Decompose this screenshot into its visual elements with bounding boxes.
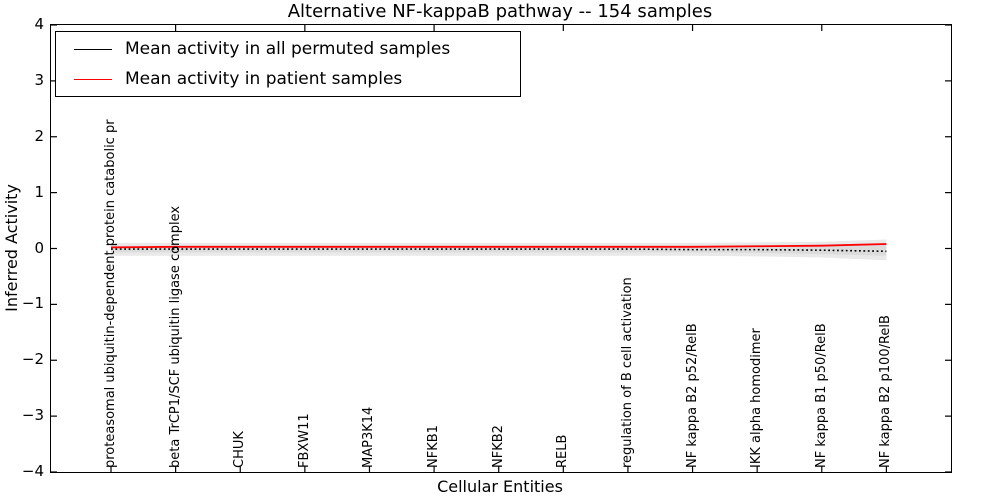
x-category-label: IKK alpha homodimer <box>749 328 765 468</box>
permuted-mean-line <box>111 248 887 253</box>
x-category-label: CHUK <box>232 431 248 468</box>
x-axis-label: Cellular Entities <box>437 477 563 496</box>
y-tick-label: −3 <box>21 406 44 425</box>
x-category-label: NF kappa B2 p52/RelB <box>684 323 700 468</box>
legend-label: Mean activity in patient samples <box>125 69 403 89</box>
x-category-label: NFKB1 <box>426 425 442 468</box>
plot-area <box>50 24 952 473</box>
x-category-label: NFKB2 <box>490 425 506 468</box>
y-tick-label: 1 <box>34 182 44 201</box>
x-category-label: proteasomal ubiquitin-dependent protein … <box>103 119 118 468</box>
y-tick-label: 3 <box>34 70 44 89</box>
legend-item-permuted: Mean activity in all permuted samples <box>56 36 520 62</box>
legend-label: Mean activity in all permuted samples <box>125 39 451 59</box>
permuted-line-swatch <box>74 48 112 50</box>
y-tick-label: −2 <box>21 350 44 369</box>
y-tick-label: 0 <box>34 238 44 257</box>
x-category-label: regulation of B cell activation <box>619 277 635 468</box>
y-tick-label: −1 <box>21 294 44 313</box>
y-tick-label: 4 <box>34 15 44 33</box>
y-tick-label: 2 <box>34 126 44 145</box>
patient-mean-line <box>110 243 887 249</box>
x-category-label: FBXW11 <box>296 413 312 468</box>
x-category-label: MAP3K14 <box>361 406 377 468</box>
x-category-label: beta TrCP1/SCF ubiquitin ligase complex <box>167 205 183 468</box>
x-category-label: NF kappa B2 p100/RelB <box>878 315 894 468</box>
chart-title: Alternative NF-kappaB pathway -- 154 sam… <box>287 1 713 22</box>
patient-line-swatch <box>74 78 112 80</box>
y-tick-label: −4 <box>21 462 44 480</box>
x-category-label: NF kappa B1 p50/RelB <box>813 323 829 468</box>
x-category-label: RELB <box>555 434 571 468</box>
legend-item-patient: Mean activity in patient samples <box>56 66 520 92</box>
plot-canvas <box>51 25 951 472</box>
legend: Mean activity in all permuted samples Me… <box>55 31 521 97</box>
